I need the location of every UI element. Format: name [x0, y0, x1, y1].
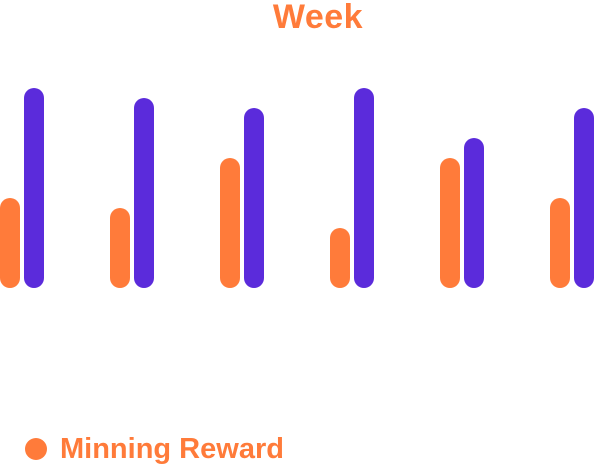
legend-label: Minning Reward: [60, 433, 284, 465]
bar-series-1-group-4: [330, 228, 350, 288]
bar-series-2-group-1: [24, 88, 44, 288]
bar-series-1-group-1: [0, 198, 20, 288]
legend: Minning Reward: [25, 431, 284, 467]
bar-series-1-group-6: [550, 198, 570, 288]
bar-series-2-group-4: [354, 88, 374, 288]
bar-series-1-group-2: [110, 208, 130, 288]
bar-series-2-group-3: [244, 108, 264, 288]
chart-title: Week: [272, 0, 364, 36]
legend-dot-icon: [25, 438, 47, 460]
bar-series-2-group-2: [134, 98, 154, 288]
bar-series-2-group-5: [464, 138, 484, 288]
bar-series-2-group-6: [574, 108, 594, 288]
bar-series-1-group-5: [440, 158, 460, 288]
bar-series-1-group-3: [220, 158, 240, 288]
